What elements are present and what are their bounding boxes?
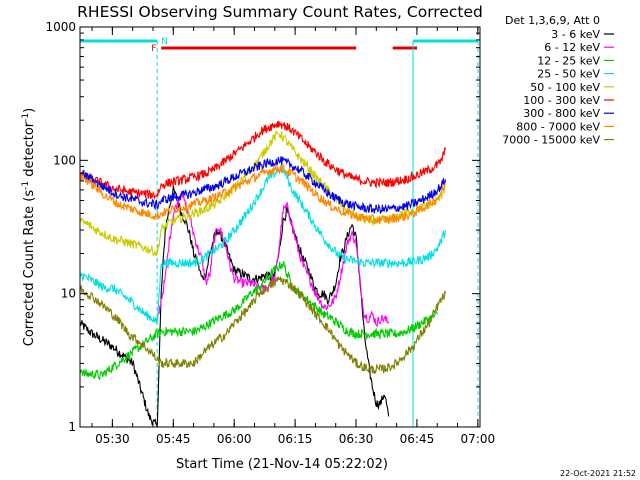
x-tick-label: 06:45	[400, 432, 435, 446]
flare-flag-label: F	[151, 44, 156, 54]
y-axis-label-main: Corrected Count Rate (s	[22, 190, 37, 347]
series-line-3	[80, 165, 447, 325]
series-line-4	[80, 130, 446, 257]
night-flag-label: N	[161, 37, 168, 47]
y-tick-label: 1	[68, 420, 76, 434]
y-axis-label-sup2: -1	[21, 113, 31, 122]
series-line-2	[80, 260, 438, 381]
legend-label-8: 7000 - 15000 keV	[502, 134, 600, 147]
series-line-8	[80, 275, 447, 375]
x-tick-label: 05:45	[156, 432, 191, 446]
y-tick-label: 100	[53, 153, 76, 167]
y-axis-label-sup1: -1	[21, 181, 31, 190]
legend-label-4: 50 - 100 keV	[530, 81, 600, 94]
legend-label-2: 12 - 25 keV	[537, 54, 600, 67]
y-axis-label-mid: detector	[22, 121, 37, 181]
axes: 1 10 100 1000 05:30 05:45 06:00 06:15 06:30 06:45…	[45, 20, 495, 446]
x-tick-label: 07:00	[461, 432, 496, 446]
legend-label-0: 3 - 6 keV	[551, 28, 600, 41]
series-layer	[80, 120, 447, 427]
x-tick-label: 06:15	[278, 432, 313, 446]
footer-timestamp: 22-Oct-2021 21:52	[560, 469, 636, 478]
series-line-5	[80, 120, 447, 200]
x-tick-label: 05:30	[95, 432, 130, 446]
legend-header: Det 1,3,6,9, Att 0	[505, 14, 600, 27]
legend-label-3: 25 - 50 keV	[537, 68, 600, 81]
plot-frame	[79, 26, 481, 428]
legend-label-5: 100 - 300 keV	[523, 94, 600, 107]
flag-bars: NF	[80, 37, 479, 427]
y-axis-label: Corrected Count Rate (s-1 detector-1)	[21, 108, 37, 346]
legend-label-7: 800 - 7000 keV	[516, 120, 600, 133]
chart-title: RHESSI Observing Summary Count Rates, Co…	[77, 3, 483, 21]
y-tick-label: 1000	[45, 20, 76, 34]
series-line-0	[80, 185, 390, 427]
y-tick-label: 10	[61, 287, 76, 301]
y-axis-label-end: )	[22, 108, 37, 113]
legend-label-6: 300 - 800 keV	[523, 107, 600, 120]
x-tick-label: 06:00	[217, 432, 252, 446]
legend-label-1: 6 - 12 keV	[544, 41, 600, 54]
series-line-7	[80, 163, 446, 225]
series-line-1	[156, 192, 390, 328]
x-axis-label: Start Time (21-Nov-14 05:22:02)	[176, 457, 388, 472]
x-tick-label: 06:30	[339, 432, 374, 446]
